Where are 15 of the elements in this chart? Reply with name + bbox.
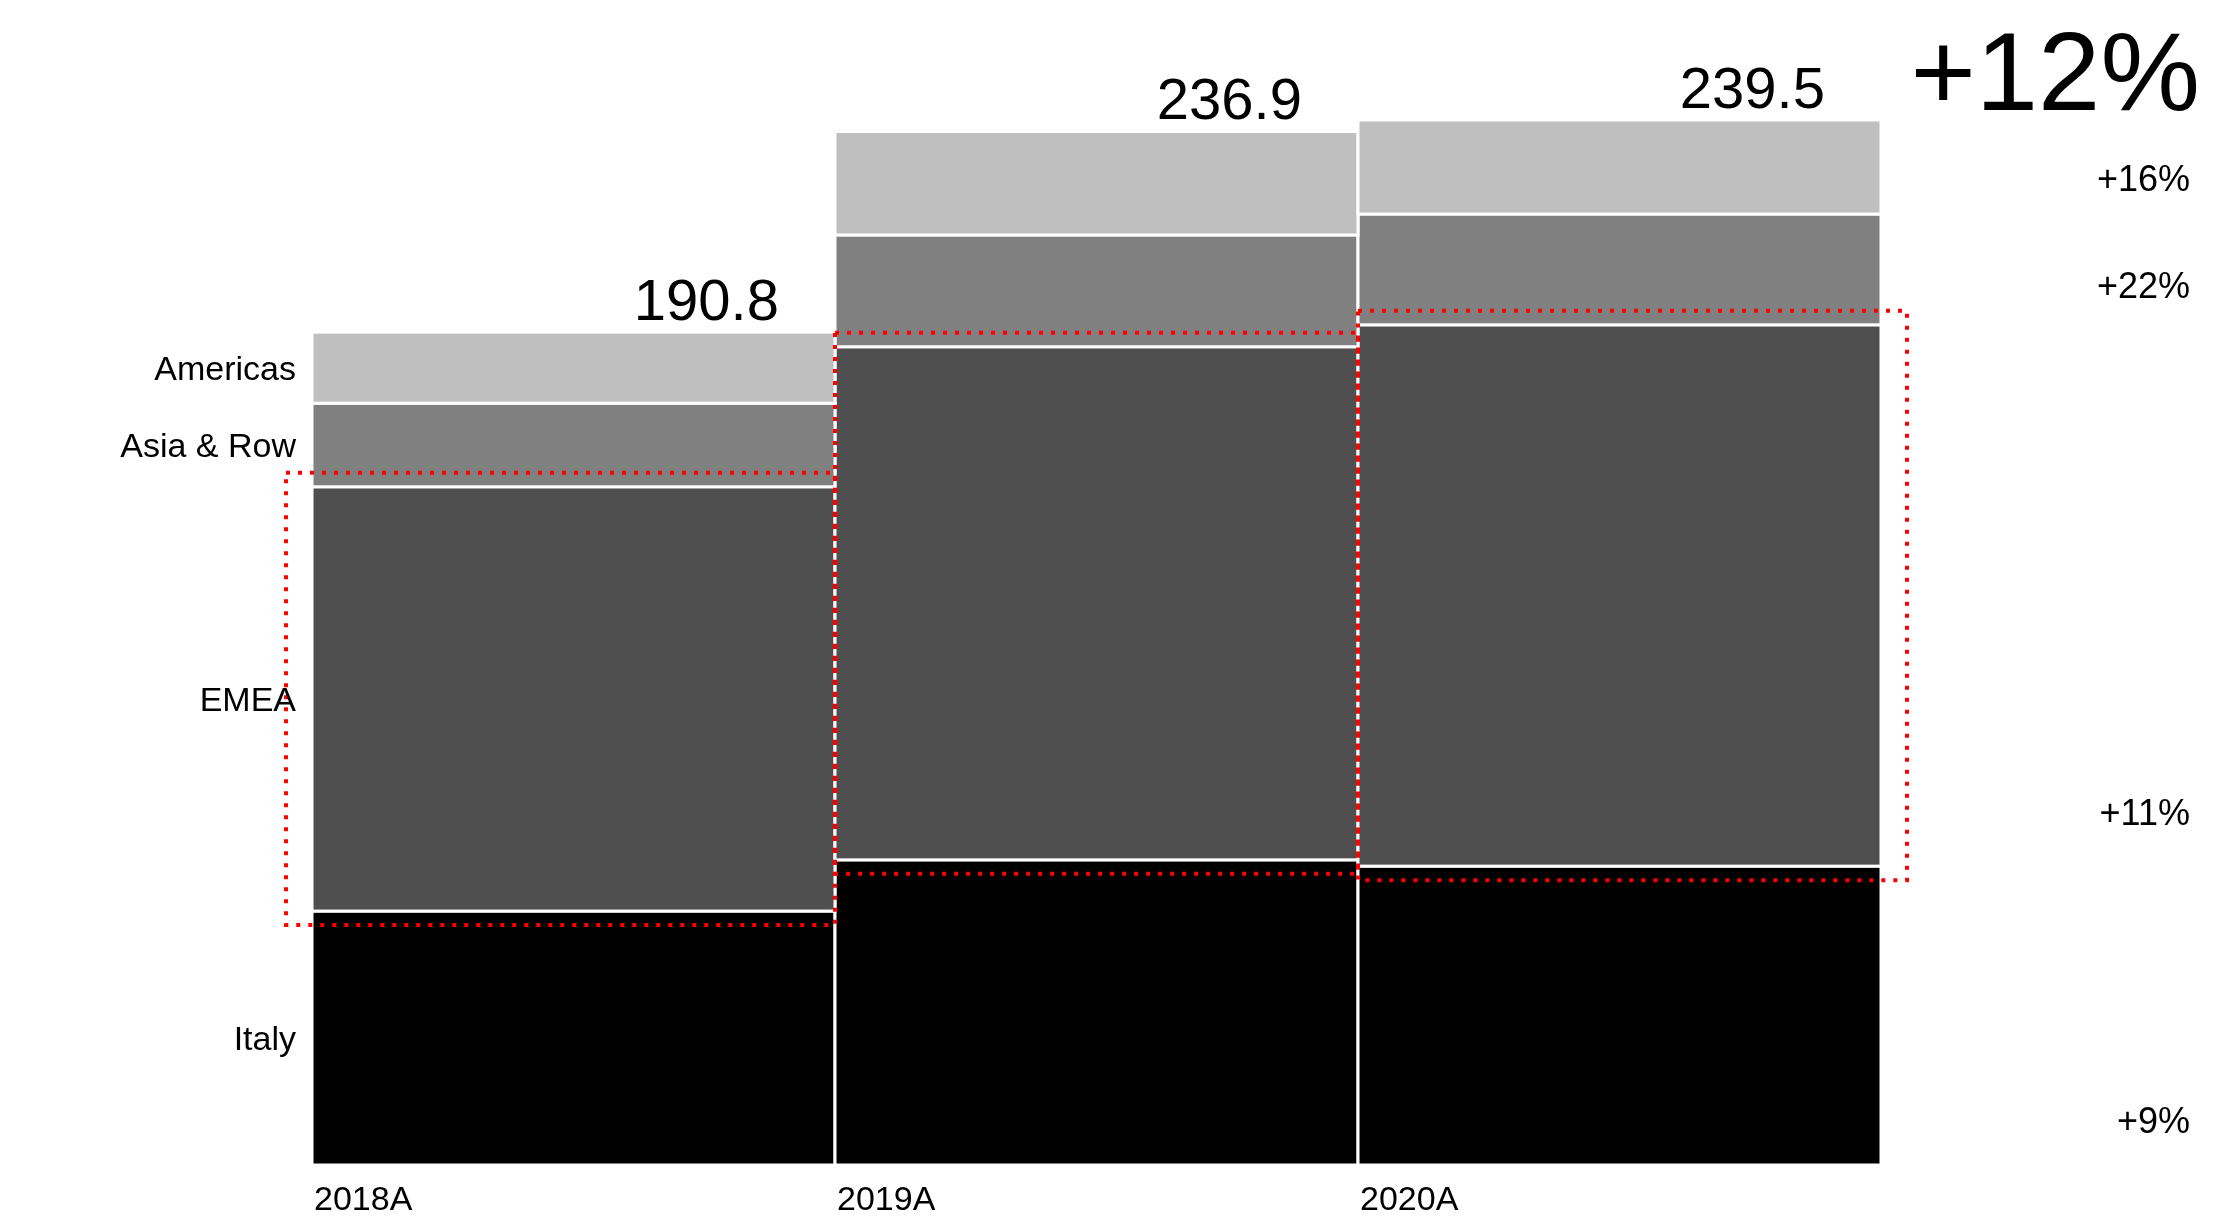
text: +12% xyxy=(1910,9,2200,134)
text: +9% xyxy=(2116,1099,2190,1141)
x-tick-label: 2018A xyxy=(314,1179,413,1217)
annotation: 190.8 xyxy=(633,267,779,333)
series-label: Asia & Row xyxy=(120,425,297,464)
text: 239.5 xyxy=(1679,55,1825,120)
x-tick-label: 2020A xyxy=(1360,1179,1459,1217)
series-label: Americas xyxy=(154,348,296,387)
text: +11% xyxy=(2099,791,2190,833)
x-tick-label: 2019A xyxy=(837,1179,936,1217)
text: +22% xyxy=(2096,264,2190,306)
series-label: EMEA xyxy=(199,679,297,718)
text: +16% xyxy=(2096,157,2190,199)
annotation: 236.9 xyxy=(1156,66,1302,132)
series-label: Italy xyxy=(233,1018,296,1057)
